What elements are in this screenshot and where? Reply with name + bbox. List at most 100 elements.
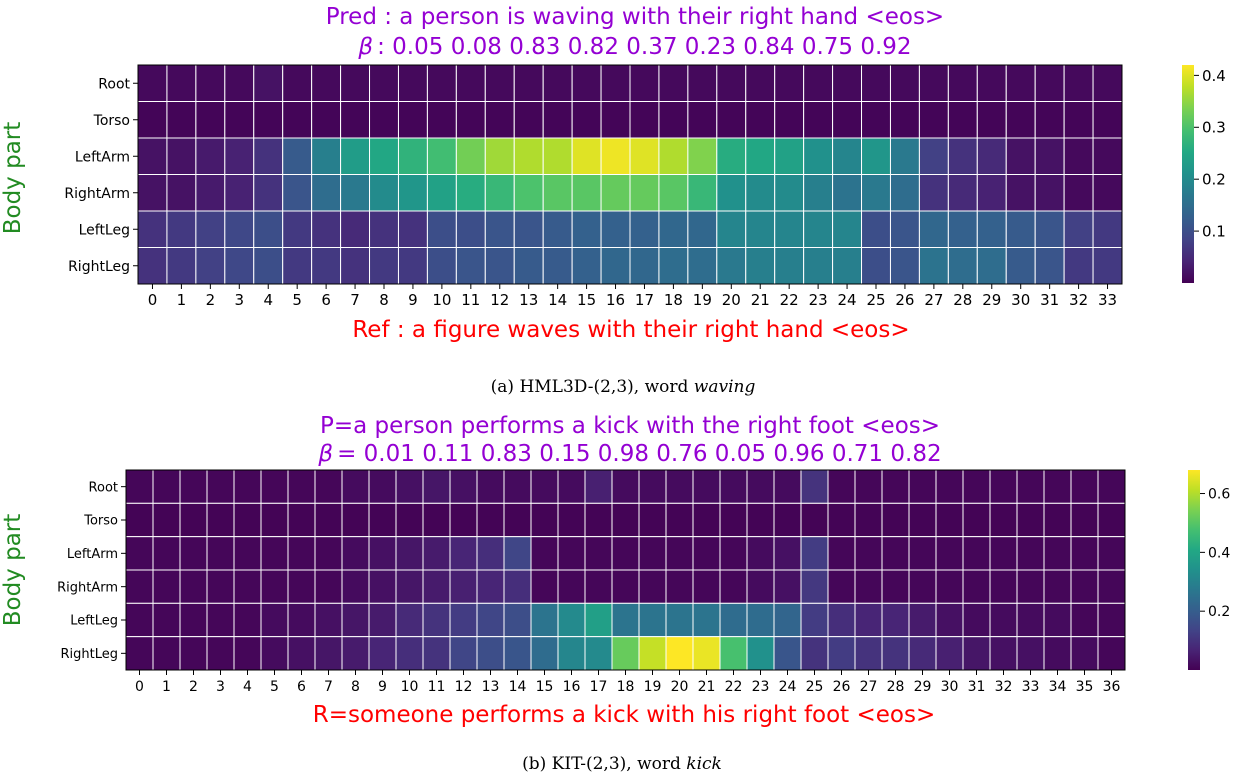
panel-b-cell-r2-c23: [746, 536, 775, 571]
panel-a-cell-r4-c32: [1063, 210, 1094, 248]
panel-b-col-label-27: 27: [860, 679, 878, 695]
panel-a-cell-r3-c33: [1092, 174, 1123, 212]
panel-b-cell-r4-c19: [638, 602, 667, 638]
panel-b-cell-r1-c13: [476, 502, 505, 538]
panel-a-col-label-30: 30: [1011, 291, 1030, 309]
panel-b-cell-r4-c2: [179, 602, 208, 638]
panel-b-cell-r5-c35: [1070, 636, 1099, 671]
panel-a-cell-r2-c32: [1063, 137, 1094, 175]
panel-a-cell-r0-c23: [803, 64, 834, 102]
panel-b-cell-r2-c29: [908, 536, 937, 571]
panel-b-cell-r4-c1: [152, 602, 181, 638]
panel-a-cell-r3-c10: [426, 174, 457, 212]
panel-b-cell-r4-c3: [206, 602, 235, 638]
panel-a-cell-r2-c22: [774, 137, 805, 175]
panel-b-cell-r2-c18: [611, 536, 640, 571]
panel-a-cell-r5-c10: [426, 247, 457, 285]
panel-a-cell-r1-c13: [513, 101, 544, 139]
panel-a-cell-r3-c16: [600, 174, 631, 212]
panel-b-beta-values: = 0.01 0.11 0.83 0.15 0.98 0.76 0.05 0.9…: [337, 441, 942, 467]
panel-b-cell-r4-c23: [746, 602, 775, 638]
panel-a-cell-r0-c12: [484, 64, 515, 102]
panel-a-col-label-14: 14: [548, 291, 567, 309]
panel-a-cell-r5-c30: [1005, 247, 1036, 285]
panel-a-cell-r3-c20: [716, 174, 747, 212]
panel-b-cell-r4-c17: [584, 602, 613, 638]
panel-a-beta-line: β: 0.05 0.08 0.83 0.82 0.37 0.23 0.84 0.…: [357, 34, 911, 60]
panel-a-cell-r0-c8: [369, 64, 399, 102]
panel-b-cell-r4-c4: [233, 602, 262, 638]
panel-b-col-label-3: 3: [216, 679, 225, 695]
panel-b-cell-r3-c31: [962, 569, 991, 604]
panel-a-cell-r4-c14: [542, 210, 573, 248]
panel-a-cell-r0-c2: [195, 64, 226, 102]
panel-b-col-label-36: 36: [1103, 679, 1121, 695]
panel-b-cell-r0-c27: [854, 469, 883, 504]
panel-a-cell-r2-c3: [224, 137, 255, 175]
panel-b-cell-r4-c8: [341, 602, 370, 638]
panel-a-cell-r3-c7: [340, 174, 371, 212]
panel-a-cell-r5-c32: [1063, 247, 1094, 285]
panel-b-col-label-7: 7: [324, 679, 333, 695]
panel-a-col-label-21: 21: [751, 291, 770, 309]
panel-b-cell-r4-c10: [395, 602, 424, 638]
panel-b-cell-r4-c27: [854, 602, 883, 638]
panel-a-cell-r4-c2: [195, 210, 226, 248]
panel-a-cell-r2-c28: [947, 137, 978, 175]
panel-b-cell-r0-c8: [341, 469, 370, 504]
panel-b-cell-r2-c13: [476, 536, 505, 571]
panel-b-col-label-28: 28: [887, 679, 905, 695]
panel-a-colorbar-ticks: 0.1 0.2 0.3 0.4: [1194, 67, 1226, 240]
panel-a-col-label-3: 3: [235, 291, 245, 309]
panel-a-cell-r5-c21: [745, 247, 776, 285]
panel-b-col-label-21: 21: [698, 679, 716, 695]
panel-a-col-label-25: 25: [866, 291, 885, 309]
panel-b-colorbar-label-2: 0.6: [1208, 487, 1230, 503]
panel-b-cell-r4-c25: [800, 602, 829, 638]
panel-b-cell-r5-c28: [881, 636, 910, 671]
panel-b-cell-r3-c30: [935, 569, 964, 604]
panel-b-cell-r2-c5: [260, 536, 289, 571]
panel-a-cell-r4-c16: [600, 210, 631, 248]
panel-b-cell-r2-c2: [179, 536, 208, 571]
panel-b-cell-r5-c14: [503, 636, 532, 671]
panel-b-cell-r4-c30: [935, 602, 964, 638]
panel-a-cell-r5-c7: [340, 247, 371, 285]
panel-b-cell-r1-c35: [1070, 502, 1099, 538]
panel-a-cell-r3-c14: [542, 174, 573, 212]
panel-b-col-label-1: 1: [162, 679, 171, 695]
panel-a-cell-r4-c23: [803, 210, 834, 248]
panel-a-cell-r1-c30: [1005, 101, 1036, 139]
panel-b-cell-r5-c1: [152, 636, 181, 671]
panel-b-cell-r2-c24: [773, 536, 802, 571]
panel-a-cell-r2-c5: [282, 137, 313, 175]
panel-a-col-label-6: 6: [321, 291, 331, 309]
panel-a-cell-r0-c19: [687, 64, 718, 102]
panel-b-cell-r5-c2: [179, 636, 208, 671]
panel-b-cell-r5-c13: [476, 636, 505, 671]
panel-b-cell-r3-c27: [854, 569, 883, 604]
panel-b-cell-r5-c26: [827, 636, 856, 671]
panel-a-beta-values: : 0.05 0.08 0.83 0.82 0.37 0.23 0.84 0.7…: [377, 34, 911, 60]
panel-a-cell-r4-c5: [282, 210, 313, 248]
panel-b-caption-prefix: (b) KIT-(2,3), word: [522, 754, 686, 774]
panel-a-cell-r1-c28: [947, 101, 978, 139]
panel-b-cell-r0-c10: [395, 469, 424, 504]
panel-b-cell-r3-c34: [1043, 569, 1072, 604]
panel-b-cell-r3-c4: [233, 569, 262, 604]
panel-b-cell-r0-c0: [125, 469, 154, 504]
panel-a-cell-r3-c19: [687, 174, 718, 212]
panel-b-title: P=a person performs a kick with the righ…: [320, 413, 940, 439]
panel-a-cell-r4-c13: [513, 210, 544, 248]
panel-a-cell-r5-c26: [889, 247, 920, 285]
panel-b-cell-r4-c20: [665, 602, 694, 638]
panel-b-cell-r3-c1: [152, 569, 181, 604]
panel-b-col-label-29: 29: [914, 679, 932, 695]
panel-b-cell-r1-c10: [395, 502, 424, 538]
panel-b-cell-r5-c18: [611, 636, 640, 671]
panel-a-cell-r2-c18: [658, 137, 689, 175]
panel-a-cell-r4-c25: [861, 210, 891, 248]
panel-b-cell-r4-c33: [1016, 602, 1045, 638]
panel-a-col-label-22: 22: [780, 291, 799, 309]
panel-b-col-label-2: 2: [189, 679, 198, 695]
